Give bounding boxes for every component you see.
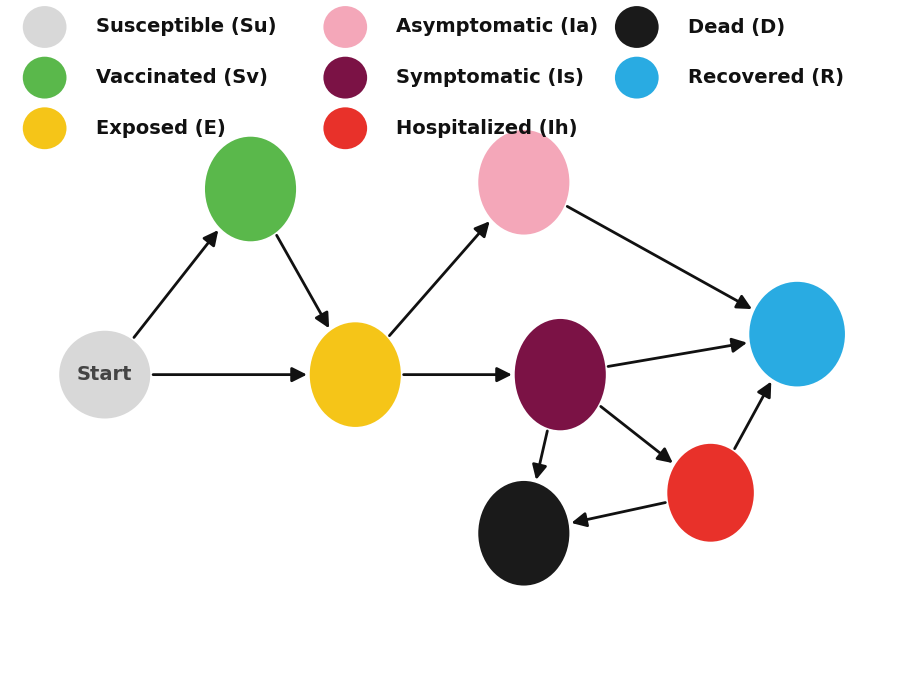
Text: Exposed (E): Exposed (E) xyxy=(96,119,225,138)
Text: Recovered (R): Recovered (R) xyxy=(688,68,844,87)
Text: Vaccinated (Sv): Vaccinated (Sv) xyxy=(96,68,268,87)
Ellipse shape xyxy=(478,481,569,585)
Text: Susceptible (Su): Susceptible (Su) xyxy=(96,18,276,36)
Ellipse shape xyxy=(515,319,606,431)
Text: Symptomatic (Is): Symptomatic (Is) xyxy=(396,68,584,87)
Text: Dead (D): Dead (D) xyxy=(688,18,785,36)
Text: Start: Start xyxy=(77,365,132,384)
Ellipse shape xyxy=(478,130,569,235)
Ellipse shape xyxy=(749,282,845,386)
Ellipse shape xyxy=(23,57,67,99)
Ellipse shape xyxy=(23,107,67,149)
Text: Asymptomatic (Ia): Asymptomatic (Ia) xyxy=(396,18,599,36)
Ellipse shape xyxy=(323,6,367,48)
Ellipse shape xyxy=(205,136,296,242)
Ellipse shape xyxy=(310,323,401,427)
Ellipse shape xyxy=(323,107,367,149)
Ellipse shape xyxy=(323,57,367,99)
Ellipse shape xyxy=(23,6,67,48)
Ellipse shape xyxy=(667,444,754,541)
Ellipse shape xyxy=(615,57,659,99)
Ellipse shape xyxy=(615,6,659,48)
Ellipse shape xyxy=(59,331,150,418)
Text: Hospitalized (Ih): Hospitalized (Ih) xyxy=(396,119,578,138)
